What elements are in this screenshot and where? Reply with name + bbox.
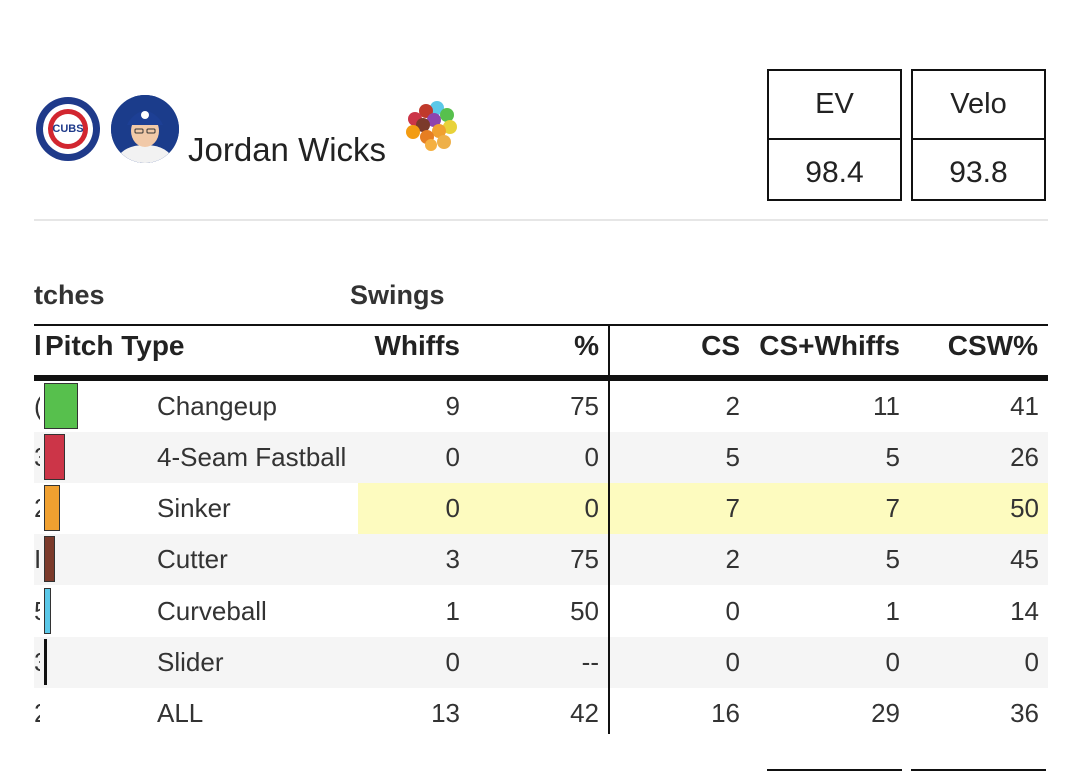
column-header-lead: l — [34, 330, 42, 361]
column-header-cs-whiffs[interactable]: CS+Whiffs — [759, 330, 900, 361]
cell-cs: 2 — [725, 544, 740, 574]
cubs-logo-icon: CUBS — [36, 97, 100, 161]
cell-whiff-pct: -- — [581, 647, 599, 677]
cell-csw-pct: 45 — [1010, 544, 1039, 574]
table-row: I Cutter 3 75 2 5 45 — [34, 534, 1048, 585]
table-row: ( Changeup 9 75 2 11 41 — [34, 381, 1048, 432]
cell-pitch-type: 4-Seam Fastball — [157, 442, 347, 472]
stat-box-velo: Velo 93.8 — [911, 69, 1046, 201]
cell-whiff-pct: 0 — [584, 493, 599, 523]
cell-pitch-type: Cutter — [157, 544, 228, 574]
pitch-color-swatch — [44, 485, 60, 531]
pitch-color-swatch — [44, 536, 55, 582]
stat-value: 93.8 — [949, 156, 1008, 189]
cell-cs: 0 — [725, 596, 740, 626]
cell-csw-pct: 36 — [1010, 698, 1039, 728]
table-row: 2 ALL 13 42 16 29 36 — [34, 688, 1048, 739]
cell-lead: 2 — [34, 483, 40, 534]
cell-whiff-pct: 0 — [584, 442, 599, 472]
column-header-csw-pct[interactable]: CSW% — [947, 330, 1038, 361]
stat-label: EV — [769, 71, 900, 140]
cell-cs-whiffs: 0 — [885, 647, 900, 677]
column-header-pitch-type[interactable]: Pitch Type — [45, 330, 185, 361]
pitch-arsenal-cluster-icon — [403, 100, 459, 152]
cell-csw-pct: 50 — [1010, 493, 1039, 523]
cell-pitch-type: Sinker — [157, 493, 231, 523]
cell-whiffs: 0 — [445, 647, 460, 677]
player-headshot-icon — [111, 95, 179, 163]
table-row: 2 Sinker 0 0 7 7 50 — [34, 483, 1048, 534]
column-header-whiffs[interactable]: Whiffs — [374, 330, 460, 361]
cell-whiffs: 13 — [431, 698, 460, 728]
group-header-pitches: tches — [34, 280, 105, 310]
cell-cs-whiffs: 5 — [885, 544, 900, 574]
cell-lead: 2 — [34, 688, 40, 739]
cell-cs-whiffs: 1 — [885, 596, 900, 626]
cell-cs-whiffs: 11 — [873, 391, 900, 421]
group-header-swings: Swings — [350, 280, 445, 310]
stat-label: Velo — [913, 71, 1044, 140]
column-header-cs[interactable]: CS — [701, 330, 740, 361]
cell-pitch-type: ALL — [157, 698, 204, 728]
cell-cs: 16 — [711, 698, 740, 728]
cell-csw-pct: 14 — [1010, 596, 1039, 626]
cell-cs-whiffs: 29 — [871, 698, 900, 728]
cell-cs-whiffs: 5 — [885, 442, 900, 472]
cell-lead: 3 — [34, 637, 40, 688]
stat-box-partial — [911, 769, 1046, 779]
cell-whiff-pct: 50 — [570, 596, 599, 626]
pitch-color-swatch — [44, 383, 78, 429]
table-row: 5 Curveball 1 50 0 1 14 — [34, 586, 1048, 637]
cell-whiff-pct: 75 — [570, 391, 599, 421]
cell-whiffs: 0 — [445, 442, 460, 472]
cell-pitch-type: Curveball — [157, 596, 267, 626]
cell-whiff-pct: 75 — [570, 544, 599, 574]
cell-lead: ( — [34, 381, 40, 432]
column-header-whiff-pct[interactable]: % — [574, 330, 599, 361]
cell-whiffs: 1 — [445, 596, 460, 626]
cell-whiff-pct: 42 — [570, 698, 599, 728]
section-divider — [34, 219, 1048, 221]
cell-csw-pct: 41 — [1010, 391, 1039, 421]
pitch-color-swatch — [44, 588, 51, 634]
table-header-rule — [34, 375, 1048, 381]
stat-box-partial — [767, 769, 902, 779]
pitch-color-swatch — [44, 639, 47, 685]
cell-cs: 2 — [725, 391, 740, 421]
cell-whiffs: 0 — [445, 493, 460, 523]
cell-cs: 0 — [725, 647, 740, 677]
table-column-divider — [608, 326, 610, 734]
table-row: 3 4-Seam Fastball 0 0 5 5 26 — [34, 432, 1048, 483]
stat-box-ev: EV 98.4 — [767, 69, 902, 201]
cell-cs-whiffs: 7 — [885, 493, 900, 523]
table-row: 3 Slider 0 -- 0 0 0 — [34, 637, 1048, 688]
cell-lead: I — [34, 544, 40, 574]
cell-cs: 5 — [725, 442, 740, 472]
pitch-color-swatch — [44, 434, 65, 480]
cell-csw-pct: 26 — [1010, 442, 1039, 472]
row-highlight — [358, 483, 1048, 534]
cell-lead: 5 — [34, 586, 40, 637]
cell-whiffs: 3 — [445, 544, 460, 574]
cell-csw-pct: 0 — [1024, 647, 1039, 677]
cell-lead: 3 — [34, 432, 40, 483]
cell-pitch-type: Changeup — [157, 391, 277, 421]
stat-value: 98.4 — [805, 156, 864, 189]
player-name: Jordan Wicks — [188, 131, 387, 168]
cell-cs: 7 — [725, 493, 740, 523]
cell-whiffs: 9 — [445, 391, 460, 421]
table-top-rule — [34, 324, 1048, 326]
cell-pitch-type: Slider — [157, 647, 224, 677]
